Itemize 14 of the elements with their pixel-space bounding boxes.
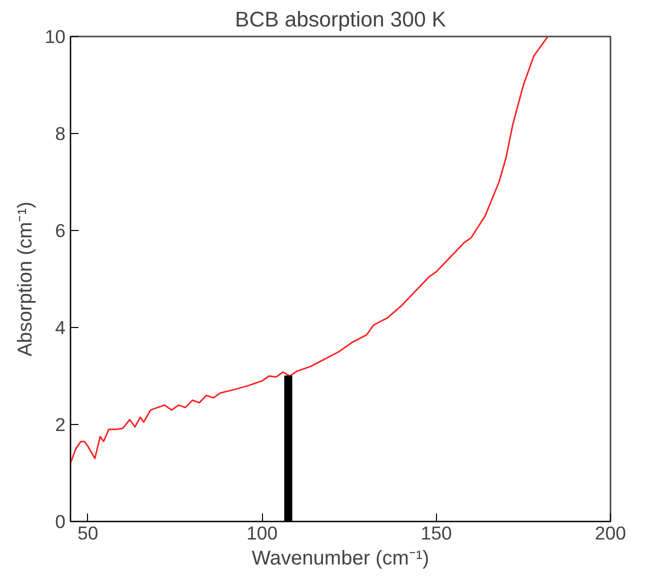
x-tick-label: 100: [246, 522, 278, 544]
y-axis-title: Absorption (cm⁻¹): [14, 202, 37, 356]
x-axis-title: Wavenumber (cm⁻¹): [252, 548, 430, 570]
x-tick-label: 50: [78, 522, 98, 544]
chart-title: BCB absorption 300 K: [234, 8, 446, 32]
x-tick-label: 200: [594, 522, 626, 544]
x-tick-label: 150: [420, 522, 452, 544]
y-tick-label: 10: [44, 26, 66, 47]
line-series: [70, 36, 549, 464]
y-tick-label: 6: [55, 220, 66, 241]
y-tick-label: 2: [55, 414, 66, 435]
y-tick-label: 0: [55, 511, 66, 532]
y-tick-label: 4: [55, 317, 66, 338]
y-tick-label: 8: [55, 123, 66, 144]
